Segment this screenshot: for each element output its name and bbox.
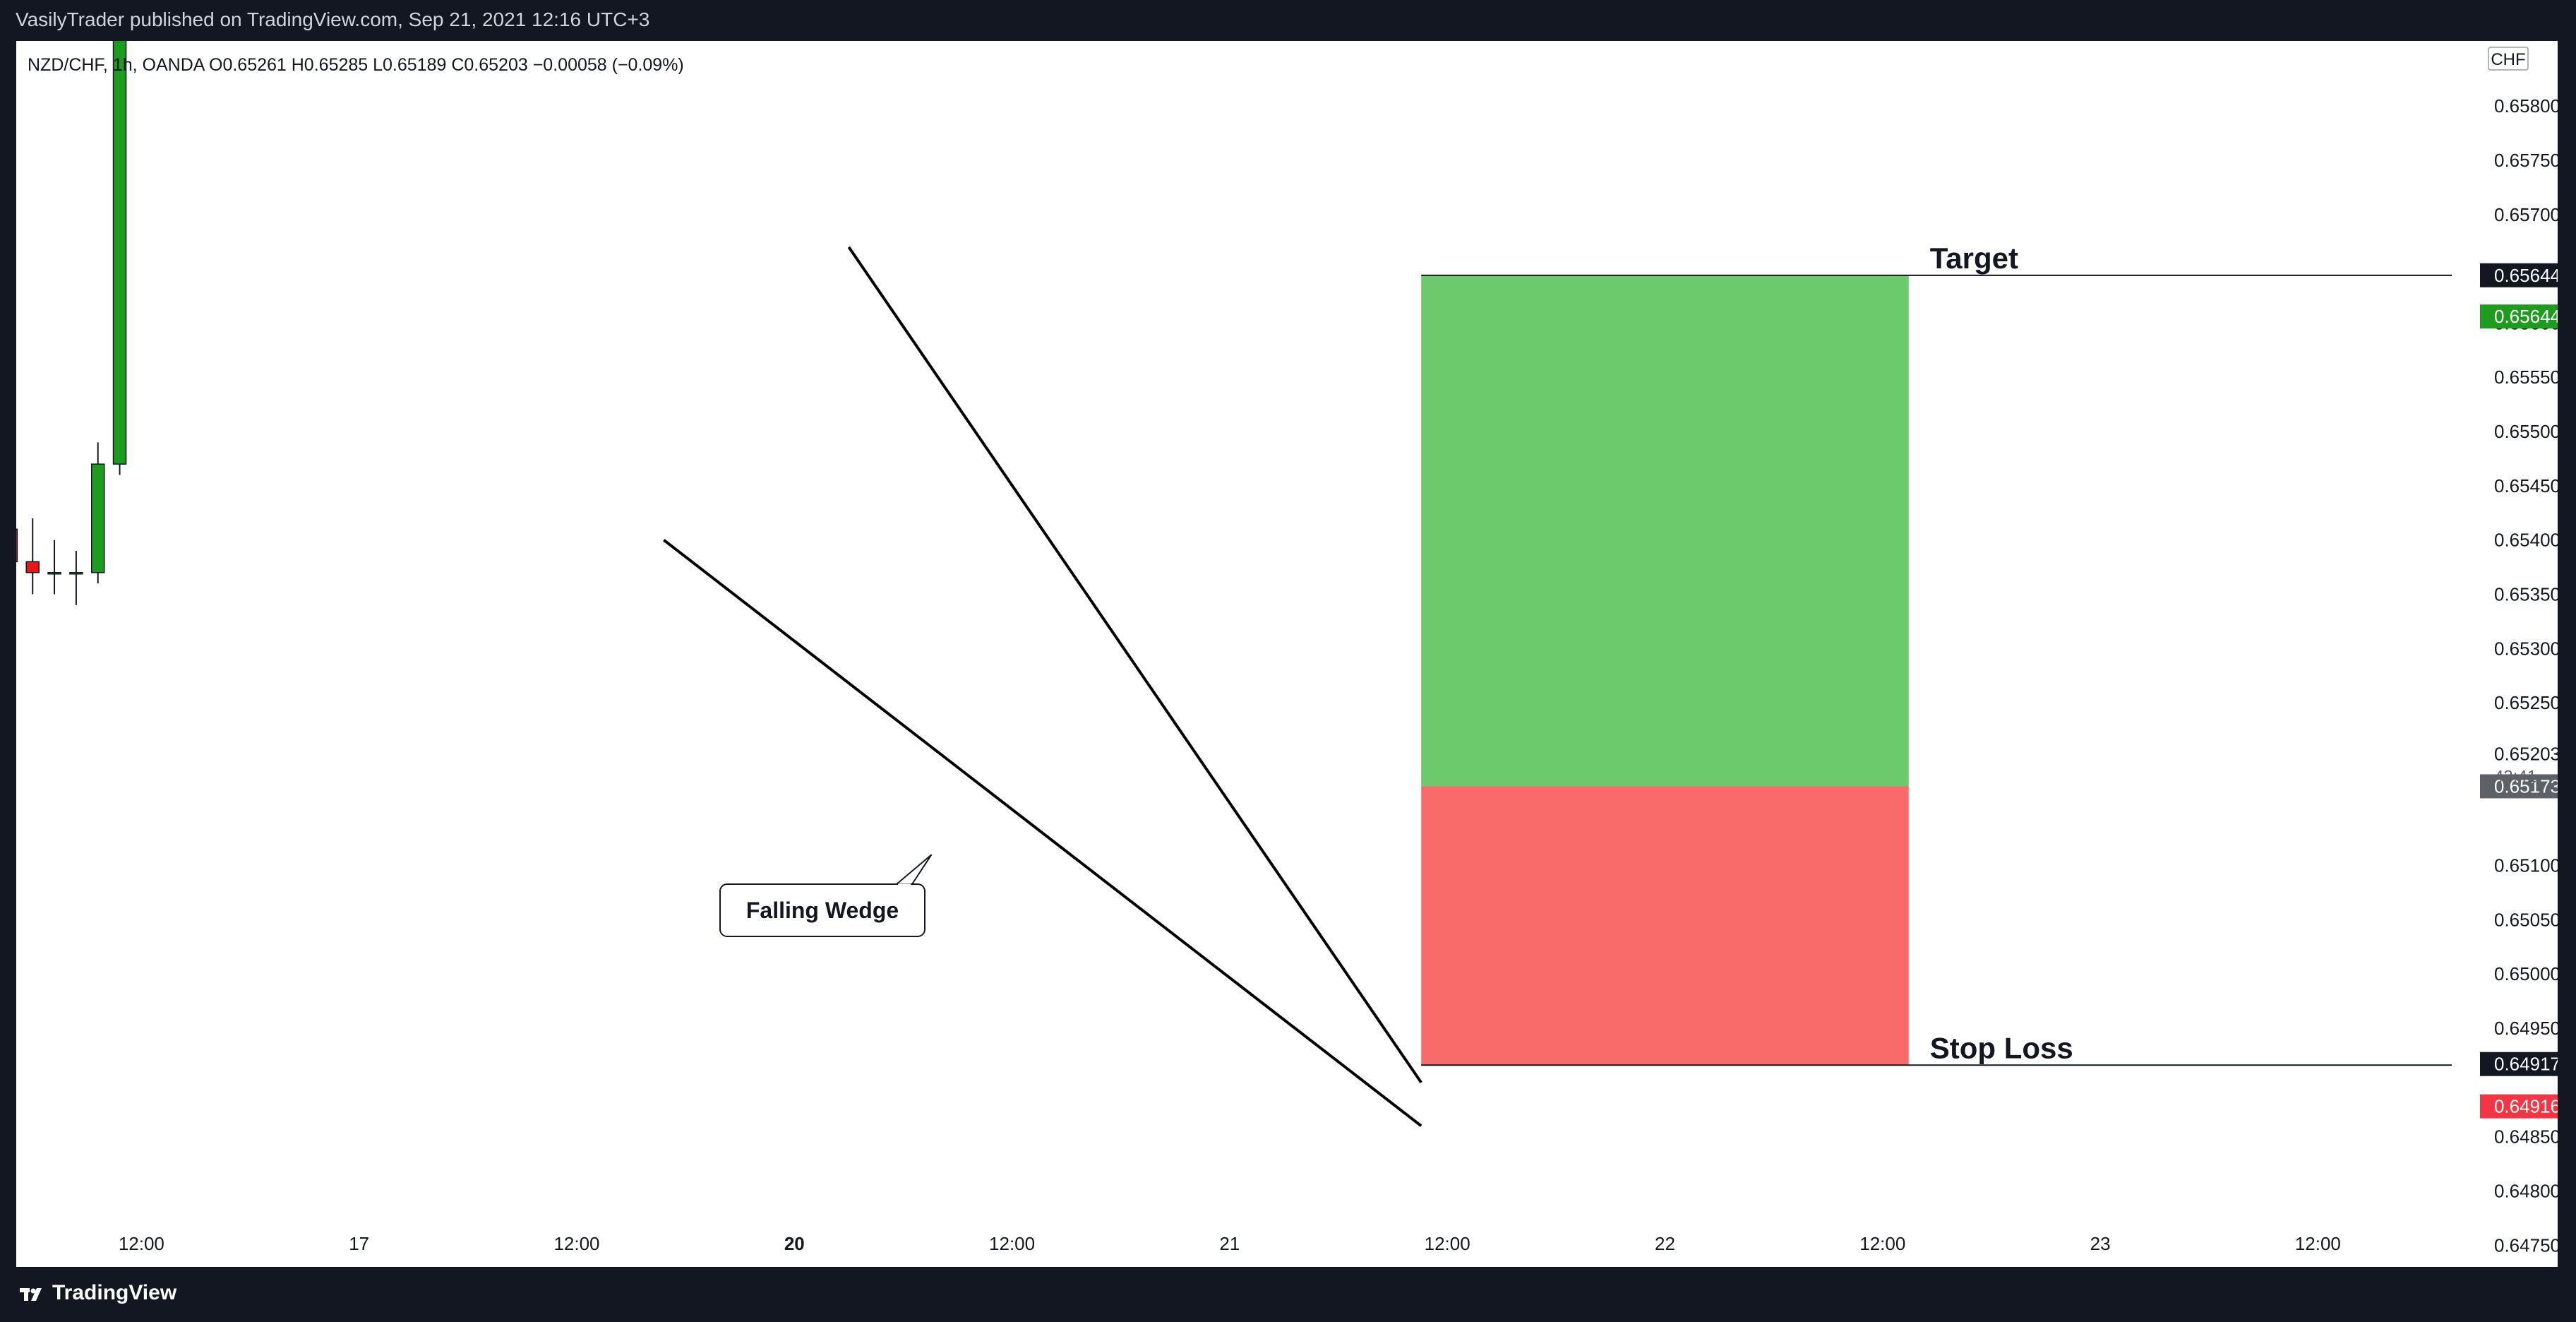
stop-zone-price-tag-bg	[2480, 1094, 2558, 1119]
y-tick-label: 0.65750	[2494, 150, 2558, 171]
price-chart[interactable]: Target Stop Loss Falling Wedge NZD/CHF, 1h,…	[16, 41, 2558, 1267]
y-tick-label: 0.65350	[2494, 584, 2558, 605]
stop-zone-price-tag: 0.64916	[2480, 1094, 2558, 1119]
y-tick-label: 0.65050	[2494, 909, 2558, 930]
x-tick-label: 12:00	[2295, 1233, 2341, 1254]
tradingview-brand[interactable]: TradingView	[52, 1281, 177, 1304]
candle	[25, 518, 40, 595]
y-tick-label: 0.65203	[2494, 743, 2558, 764]
tradingview-logo-icon[interactable]	[18, 1280, 47, 1308]
y-tick-label: 0.65450	[2494, 475, 2558, 496]
y-tick-label: 0.65500	[2494, 421, 2558, 442]
y-tick-label: 0.65550	[2494, 367, 2558, 388]
plot-area: Target Stop Loss Falling Wedge NZD/CHF, 1h,…	[16, 41, 2452, 1127]
x-tick-label: 21	[1219, 1233, 1240, 1254]
y-tick-label: 0.65400	[2494, 530, 2558, 551]
y-tick-label: 0.65250	[2494, 692, 2558, 713]
candle-body	[112, 41, 127, 465]
x-tick-label: 12:00	[989, 1233, 1035, 1254]
callout-box	[719, 883, 925, 937]
target-line-price-tag-bg	[2480, 263, 2558, 287]
x-tick-label: 23	[2090, 1233, 2111, 1254]
wedge-lower-line	[663, 539, 1422, 1127]
chart-area[interactable]: Target Stop Loss Falling Wedge NZD/CHF, 1h,…	[16, 41, 2558, 1267]
target-zone-price-tag: 0.65644	[2480, 304, 2558, 329]
publish-bar: VasilyTrader published on TradingView.co…	[0, 0, 2576, 41]
stop-line-price-tag: 0.64917	[2480, 1052, 2558, 1076]
currency-badge	[2488, 47, 2529, 71]
callout-text: Falling Wedge	[746, 898, 899, 923]
callout-tail	[896, 854, 933, 885]
y-tick-label: 0.64750	[2494, 1234, 2558, 1256]
candle	[90, 442, 105, 584]
current-price-tag: 0.65173	[2480, 774, 2558, 799]
wedge-upper-line	[847, 246, 1422, 1083]
current-price-tag-text: 0.65173	[2494, 775, 2558, 797]
x-tick-label: 12:00	[119, 1233, 164, 1254]
current-price-tag-bg	[2480, 774, 2558, 799]
y-tick-label: 0.65300	[2494, 638, 2558, 659]
symbol-ohlc-header: NZD/CHF, 1h, OANDA O0.65261 H0.65285 L0.…	[28, 55, 684, 75]
countdown-label: 43:41	[2494, 767, 2536, 786]
candle	[47, 540, 61, 595]
candle-body	[69, 572, 83, 575]
stop-line-price-tag-text: 0.64917	[2494, 1054, 2558, 1075]
footer-bar: TradingView	[0, 1267, 2576, 1322]
y-tick-label: 0.64850	[2494, 1126, 2558, 1148]
candle-body	[90, 463, 105, 573]
x-tick-label: 12:00	[1425, 1233, 1470, 1254]
target-zone-price-tag-text: 0.65644	[2494, 306, 2558, 327]
publish-info: VasilyTrader published on TradingView.co…	[16, 8, 650, 30]
target-line-price-tag-text: 0.65644	[2494, 265, 2558, 286]
x-tick-label: 17	[349, 1233, 369, 1254]
x-axis: 12:00 17 12:00 20 12:00 21 12:00 22 12:00 23 12:00	[119, 1233, 2341, 1254]
stop-loss-label: Stop Loss	[1930, 1031, 2073, 1064]
y-axis: 0.658000.657500.657000.656000.655500.655…	[2480, 47, 2558, 1256]
y-tick-label: 0.65100	[2494, 855, 2558, 876]
candle	[112, 41, 127, 475]
y-tick-label: 0.64950	[2494, 1018, 2558, 1039]
candles	[16, 41, 127, 605]
loss-zone	[1421, 786, 1909, 1066]
target-line-price-tag: 0.65644	[2480, 263, 2558, 287]
candle-body	[25, 561, 40, 573]
x-tick-label: 12:00	[553, 1233, 599, 1254]
stop-line-price-tag-bg	[2480, 1052, 2558, 1076]
x-tick-label: 12:00	[1859, 1233, 1905, 1254]
candle	[69, 551, 83, 605]
profit-zone	[1421, 275, 1909, 787]
y-tick-label: 0.64800	[2494, 1180, 2558, 1201]
x-tick-label: 22	[1655, 1233, 1675, 1254]
currency-badge-text: CHF	[2491, 50, 2525, 69]
y-tick-label: 0.65800	[2494, 95, 2558, 117]
target-label: Target	[1930, 242, 2018, 275]
target-zone-price-tag-bg	[2480, 304, 2558, 329]
y-tick-label: 0.65000	[2494, 963, 2558, 984]
y-tick-label: 0.65700	[2494, 204, 2558, 225]
candle-body	[16, 528, 18, 563]
x-tick-label: 20	[784, 1233, 805, 1254]
candle	[16, 528, 18, 563]
stop-zone-price-tag-text: 0.64916	[2494, 1096, 2558, 1117]
candle-body	[47, 572, 61, 575]
